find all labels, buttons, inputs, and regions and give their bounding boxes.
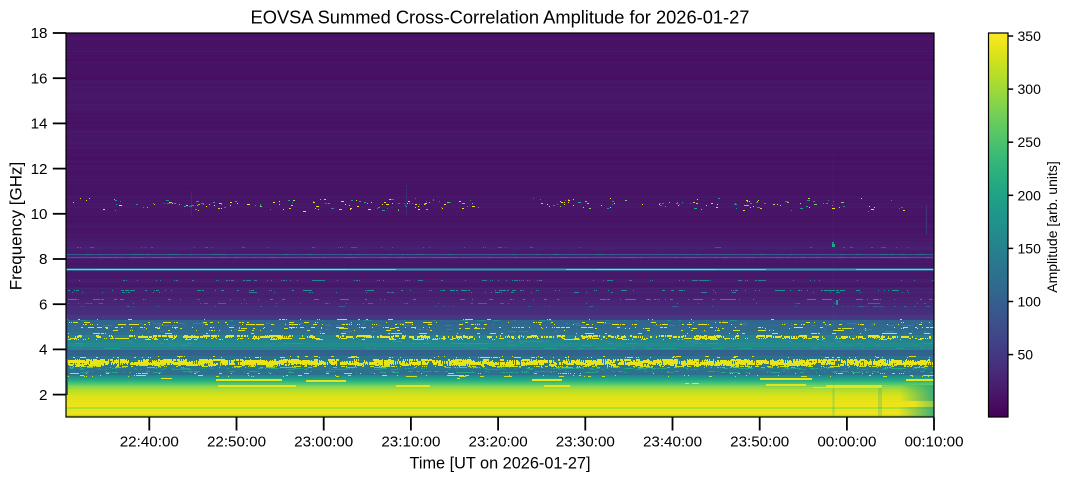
svg-text:23:50:00: 23:50:00 xyxy=(730,434,789,451)
svg-text:8: 8 xyxy=(39,251,47,268)
svg-text:23:30:00: 23:30:00 xyxy=(556,434,615,451)
svg-text:10: 10 xyxy=(31,206,48,223)
svg-text:50: 50 xyxy=(1018,347,1034,363)
svg-text:00:10:00: 00:10:00 xyxy=(904,434,963,451)
svg-text:4: 4 xyxy=(39,342,47,359)
svg-text:23:20:00: 23:20:00 xyxy=(469,434,528,451)
svg-text:6: 6 xyxy=(39,296,47,313)
svg-text:250: 250 xyxy=(1018,134,1042,150)
svg-text:Frequency [GHz]: Frequency [GHz] xyxy=(7,162,26,291)
svg-text:00:00:00: 00:00:00 xyxy=(817,434,876,451)
svg-text:18: 18 xyxy=(31,25,48,42)
svg-text:22:50:00: 22:50:00 xyxy=(207,434,266,451)
svg-text:100: 100 xyxy=(1018,294,1042,310)
svg-text:23:10:00: 23:10:00 xyxy=(381,434,440,451)
svg-text:16: 16 xyxy=(31,70,48,87)
svg-text:14: 14 xyxy=(31,116,48,133)
svg-text:300: 300 xyxy=(1018,81,1042,97)
svg-text:22:40:00: 22:40:00 xyxy=(120,434,179,451)
svg-text:23:00:00: 23:00:00 xyxy=(294,434,353,451)
svg-text:200: 200 xyxy=(1018,187,1042,203)
svg-text:23:40:00: 23:40:00 xyxy=(643,434,702,451)
svg-text:Time [UT on 2026-01-27]: Time [UT on 2026-01-27] xyxy=(410,454,591,472)
svg-text:350: 350 xyxy=(1018,28,1042,44)
svg-text:EOVSA Summed Cross-Correlation: EOVSA Summed Cross-Correlation Amplitude… xyxy=(251,7,750,28)
svg-text:2: 2 xyxy=(39,387,47,404)
svg-text:150: 150 xyxy=(1018,240,1042,256)
svg-text:Amplitude [arb. units]: Amplitude [arb. units] xyxy=(1044,161,1060,293)
svg-text:12: 12 xyxy=(31,161,48,178)
